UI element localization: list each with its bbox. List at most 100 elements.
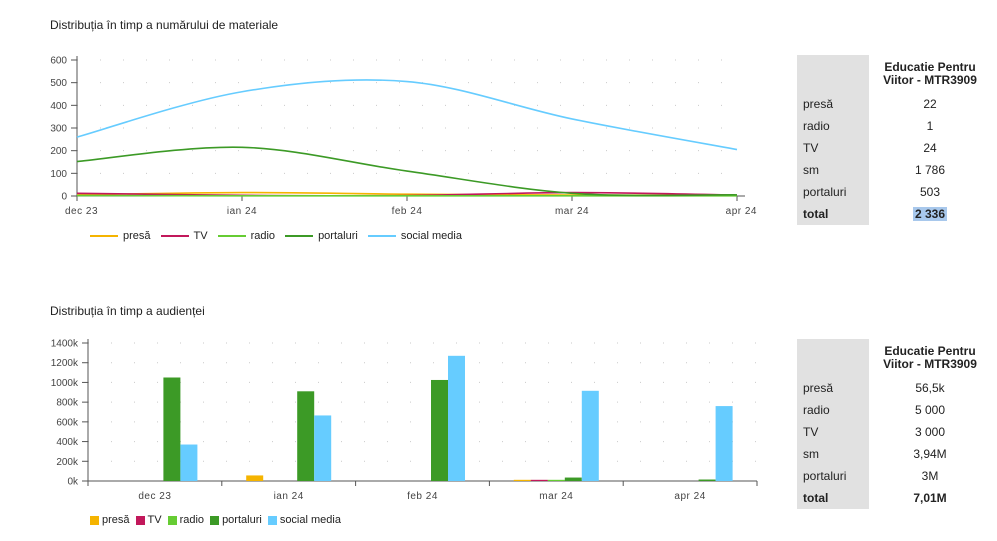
- total-label: total: [797, 203, 869, 225]
- legend-swatch: [210, 515, 220, 525]
- y-tick-label: 400: [50, 101, 67, 112]
- legend-swatch: [160, 235, 189, 237]
- table-row: portaluri 503: [797, 181, 991, 203]
- legend-label: radio: [250, 230, 276, 242]
- chart-2-title: Distribuția în timp a audienței: [50, 304, 205, 318]
- summary-table-materials: Educatie Pentru Viitor - MTR3909 presă 2…: [797, 55, 991, 225]
- x-tick-label: feb 24: [407, 491, 438, 502]
- bar-portaluri: [564, 477, 582, 481]
- legend-label: portaluri: [222, 514, 262, 526]
- legend-item-presa: presă: [90, 230, 151, 242]
- series-line-social-media: [76, 79, 738, 151]
- legend-item-portaluri: portaluri: [210, 514, 262, 526]
- table-row: portaluri 3M: [797, 465, 991, 487]
- total-value-cell: 2 336: [869, 203, 991, 225]
- row-value: 3 000: [914, 425, 946, 439]
- legend-swatch: [267, 515, 277, 525]
- y-tick-label: 1000k: [51, 378, 79, 389]
- chart-1-title: Distribuția în timp a numărului de mater…: [50, 18, 279, 32]
- table-row: sm 3,94M: [797, 443, 991, 465]
- legend-label: presă: [123, 230, 151, 242]
- bar-portaluri: [431, 379, 448, 481]
- legend-item-presa: presă: [90, 514, 130, 526]
- legend-label: TV: [193, 230, 208, 242]
- y-tick-label: 200k: [56, 457, 79, 468]
- legend-swatch: [367, 235, 396, 237]
- x-tick-label: dec 23: [65, 206, 98, 217]
- row-label: TV: [797, 137, 869, 159]
- table-row: sm 1 786: [797, 159, 991, 181]
- y-tick-label: 400k: [56, 437, 79, 448]
- legend-swatch: [167, 515, 177, 525]
- row-value: 1: [926, 119, 934, 133]
- x-tick-label: feb 24: [392, 206, 423, 217]
- bar-social-media: [180, 444, 198, 481]
- row-value: 5 000: [914, 403, 946, 417]
- bar-chart-audience: 0k 200k 400k 600k 800k 1000k 1200k 1400k dec 23 i…: [51, 339, 758, 502]
- total-value: 7,01M: [913, 491, 947, 505]
- row-value: 22: [923, 97, 937, 111]
- legend-item-tv: TV: [135, 514, 162, 526]
- table-total-row: total 7,01M: [797, 487, 991, 509]
- y-tick-label: 800k: [56, 398, 79, 409]
- legend-item-social-media: social media: [367, 230, 462, 242]
- legend-swatch: [135, 515, 145, 525]
- bar-presa: [513, 479, 531, 481]
- legend-label: TV: [147, 514, 162, 526]
- summary-table-audience: Educatie Pentru Viitor - MTR3909 presă 5…: [797, 339, 991, 509]
- total-value: 2 336: [912, 207, 948, 221]
- legend-label: social media: [400, 230, 462, 242]
- row-label: presă: [797, 377, 869, 399]
- x-tick-label: apr 24: [674, 491, 705, 502]
- table-row: TV 24: [797, 137, 991, 159]
- table-header: Educatie Pentru Viitor - MTR3909: [883, 344, 977, 371]
- y-tick-label: 600k: [56, 417, 79, 428]
- bar-social-media: [448, 355, 465, 481]
- x-tick-label: mar 24: [539, 491, 573, 502]
- bar-social-media: [715, 406, 733, 481]
- y-tick-label: 0k: [67, 477, 79, 488]
- y-tick-label: 100: [50, 169, 67, 180]
- table-row: TV 3 000: [797, 421, 991, 443]
- legend-audience: presă TV radio portaluri social media: [90, 514, 341, 526]
- y-tick-label: 200: [50, 146, 67, 157]
- bar-social-media: [314, 415, 332, 481]
- y-tick-label: 300: [50, 124, 67, 135]
- legend-swatch: [217, 235, 246, 237]
- x-tick-label: mar 24: [555, 206, 589, 217]
- legend-swatch: [90, 515, 99, 525]
- table-row: radio 1: [797, 115, 991, 137]
- bar-portaluri: [698, 479, 716, 481]
- row-value: 24: [923, 141, 937, 155]
- legend-item-social-media: social media: [267, 514, 341, 526]
- table-total-row: total 2 336: [797, 203, 991, 225]
- bar-radio: [547, 479, 565, 481]
- x-tick-label: ian 24: [274, 491, 304, 502]
- y-tick-label: 1200k: [51, 358, 79, 369]
- total-label: total: [797, 487, 869, 509]
- row-label: portaluri: [797, 181, 869, 203]
- legend-item-radio: radio: [217, 230, 276, 242]
- legend-label: social media: [279, 514, 341, 526]
- table-corner: [797, 339, 869, 377]
- row-value: 3M: [921, 469, 939, 483]
- table-header: Educatie Pentru Viitor - MTR3909: [883, 60, 977, 87]
- row-value: 503: [919, 185, 941, 199]
- x-tick-label: dec 23: [138, 491, 171, 502]
- table-row: radio 5 000: [797, 399, 991, 421]
- row-label: sm: [797, 159, 869, 181]
- legend-label: presă: [102, 514, 130, 526]
- x-tick-label: ian 24: [227, 206, 257, 217]
- legend-swatch: [285, 235, 314, 237]
- y-tick-label: 500: [50, 78, 67, 89]
- legend-item-portaluri: portaluri: [285, 230, 358, 242]
- y-tick-label: 600: [50, 56, 67, 67]
- row-label: sm: [797, 443, 869, 465]
- x-tick-label: apr 24: [726, 206, 757, 217]
- row-value: 1 786: [914, 163, 946, 177]
- row-label: radio: [797, 115, 869, 137]
- legend-label: portaluri: [318, 230, 358, 242]
- row-label: radio: [797, 399, 869, 421]
- bar-portaluri: [297, 391, 315, 481]
- legend-materials: presă TV radio portaluri social media: [90, 230, 462, 242]
